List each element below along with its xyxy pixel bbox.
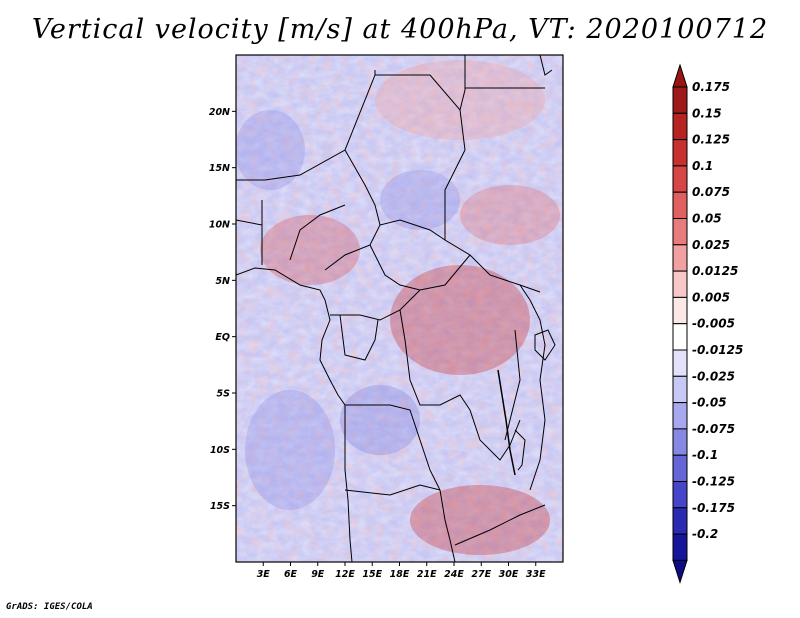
- colorbar-segment: [672, 349, 688, 377]
- lon-tick-label: 30E: [499, 569, 519, 580]
- colorbar-label: -0.2: [692, 527, 718, 541]
- colorbar-label: -0.005: [692, 317, 735, 331]
- colorbar-segment: [672, 218, 688, 246]
- colorbar-segment: [672, 86, 688, 114]
- colorbar-label: -0.125: [692, 475, 735, 489]
- colorbar-top-cap: [672, 63, 688, 88]
- colorbar-label: -0.075: [692, 422, 735, 436]
- colorbar-label: 0.1: [692, 159, 713, 173]
- colorbar-segment: [672, 507, 688, 535]
- lat-tick-label: 10S: [210, 445, 230, 456]
- colorbar-segment: [672, 244, 688, 272]
- border-line: [330, 289, 421, 321]
- colorbar-label: 0.025: [692, 238, 730, 252]
- velocity-field: [236, 55, 563, 562]
- border-line: [379, 219, 446, 241]
- colorbar-segment: [672, 191, 688, 219]
- lon-tick-label: 15E: [362, 569, 382, 580]
- lat-tick-label: 5N: [215, 276, 230, 287]
- coastline: [236, 267, 353, 562]
- lat-tick-label: 20N: [209, 107, 230, 118]
- lon-tick-label: 12E: [335, 569, 355, 580]
- colorbar-label: 0.075: [692, 185, 730, 199]
- border-line: [289, 204, 346, 261]
- colorbar-segment: [672, 481, 688, 509]
- lon-tick-label: 24E: [444, 569, 464, 580]
- colorbar-segment: [672, 375, 688, 404]
- border-line: [444, 109, 541, 293]
- border-line: [345, 404, 431, 471]
- colorbar-label: 0.0125: [692, 264, 738, 278]
- map-title: Vertical velocity [m/s] at 400hPa, VT: 2…: [31, 14, 769, 45]
- lon-tick-label: 6E: [284, 569, 298, 580]
- colorbar-label: 0.125: [692, 133, 730, 147]
- lake-outline: [514, 429, 526, 471]
- border-line: [429, 469, 456, 562]
- border-line: [399, 309, 521, 461]
- lon-tick-label: 9E: [311, 569, 325, 580]
- colorbar-label: -0.025: [692, 369, 735, 383]
- colorbar-bottom-cap: [672, 559, 688, 585]
- colorbar-label: 0.15: [692, 106, 722, 120]
- colorbar-segment: [672, 533, 688, 561]
- lon-tick-label: 18E: [390, 569, 410, 580]
- border-line: [539, 55, 553, 76]
- border-line: [339, 314, 379, 361]
- lat-tick-label: 10N: [209, 220, 230, 231]
- colorbar-segment: [672, 428, 688, 456]
- colorbar-segment: [672, 112, 688, 141]
- credit-label: GrADS: IGES/COLA: [6, 602, 93, 612]
- colorbar-segment: [672, 165, 688, 193]
- lon-tick-label: 33E: [526, 569, 546, 580]
- lat-tick-label: 5S: [217, 389, 231, 400]
- latitude-axis: 20N 15N 10N 5N EQ 5S 10S 15S: [209, 107, 236, 512]
- lake-outline: [497, 369, 516, 476]
- longitude-axis: 3E 6E 9E 12E 15E 18E 21E 24E 27E 30E 33E: [257, 562, 546, 580]
- colorbar-segment: [672, 402, 688, 430]
- colorbar-label: 0.175: [692, 80, 730, 94]
- border-line: [236, 70, 376, 181]
- colorbar-label: -0.0125: [692, 343, 743, 357]
- border-line: [454, 504, 546, 546]
- colorbar-segment: [672, 139, 688, 167]
- colorbar-label: 0.005: [692, 290, 730, 304]
- lat-tick-label: 15N: [209, 163, 230, 174]
- colorbar-segment: [672, 270, 688, 298]
- colorbar-segment: [672, 323, 688, 351]
- border-line: [369, 244, 471, 291]
- colorbar-label: -0.05: [692, 396, 727, 410]
- colorbar-label: -0.1: [692, 448, 718, 462]
- border-line: [236, 219, 263, 226]
- lon-tick-label: 21E: [417, 569, 437, 580]
- border-line: [519, 284, 546, 491]
- lat-tick-label: 15S: [210, 501, 230, 512]
- lon-tick-label: 27E: [471, 569, 491, 580]
- lon-tick-label: 3E: [257, 569, 271, 580]
- colorbar-label: -0.175: [692, 501, 735, 515]
- colorbar-label: 0.05: [692, 212, 722, 226]
- colorbar-segment: [672, 296, 688, 325]
- country-borders: [236, 55, 556, 562]
- colorbar-segment: [672, 454, 688, 483]
- border-line: [344, 484, 441, 496]
- lat-tick-label: EQ: [215, 332, 230, 343]
- colorbar: 0.175 0.15 0.125 0.1 0.075 0.05 0.025 0.0125 0.0…: [672, 63, 743, 585]
- lake-outline: [534, 329, 556, 361]
